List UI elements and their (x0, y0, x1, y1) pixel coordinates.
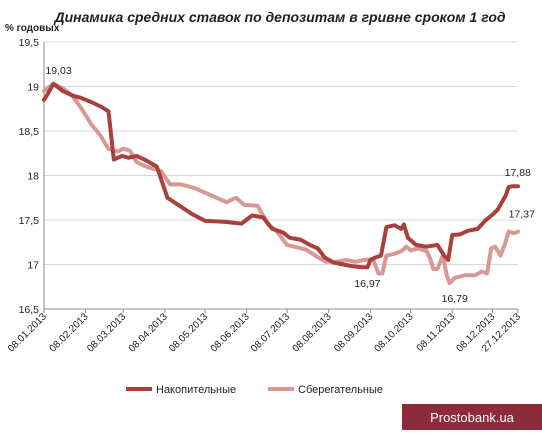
y-tick-label: 18 (27, 171, 39, 183)
data-label: 16,79 (442, 293, 468, 305)
data-label: 19,03 (45, 65, 71, 77)
legend-label-sberegatelnye: Сберегательные (298, 384, 383, 396)
series-lines (42, 81, 520, 286)
y-tick-labels: 16,5 17 17,5 18 18,5 19 19,5 (19, 37, 40, 316)
data-label: 16,97 (354, 278, 380, 290)
y-tick-label: 16,5 (19, 304, 40, 316)
x-tick-label: 08.09.2013 (332, 311, 375, 354)
data-label: 17,37 (509, 209, 535, 221)
series-line-sberegatelnye (42, 81, 520, 286)
watermark: Prostobank.ua (402, 404, 542, 430)
x-tick-label: 08.03.2013 (85, 311, 128, 354)
y-tick-label: 19,5 (19, 37, 40, 49)
y-tick-label: 19 (27, 82, 39, 94)
x-tick-label: 08.06.2013 (209, 311, 252, 354)
y-tick-label: 17,5 (19, 215, 40, 227)
watermark-text: Prostobank.ua (430, 410, 515, 425)
legend-label-nakopitelnye: Накопительные (156, 384, 236, 396)
legend: Накопительные Сберегательные (126, 384, 383, 396)
x-tick-label: 08.08.2013 (291, 311, 334, 354)
data-label: 17,88 (505, 167, 531, 179)
x-tick-labels: 08.01.201308.02.201308.03.201308.04.2013… (6, 311, 523, 354)
x-tick-label: 08.02.2013 (48, 311, 91, 354)
watermark-background (402, 404, 542, 430)
y-tick-label: 18,5 (19, 126, 40, 138)
x-tick-label: 08.04.2013 (127, 311, 170, 354)
x-tick-label: 08.10.2013 (373, 311, 416, 354)
data-annotations: 19,03 16,97 16,79 17,88 17,37 (45, 65, 535, 305)
y-tick-label: 17 (27, 260, 39, 272)
y-axis-label: % годовых (5, 23, 60, 34)
x-tick-label: 08.01.2013 (6, 311, 49, 354)
series-line-nakopitelnye (42, 81, 520, 270)
x-tick-label: 08.11.2013 (415, 311, 458, 354)
x-tick-label: 08.07.2013 (249, 311, 292, 354)
axes (43, 42, 519, 313)
chart-title: Динамика средних ставок по депозитам в г… (53, 9, 505, 25)
gridlines (44, 41, 518, 310)
x-tick-label: 08.05.2013 (167, 311, 210, 354)
